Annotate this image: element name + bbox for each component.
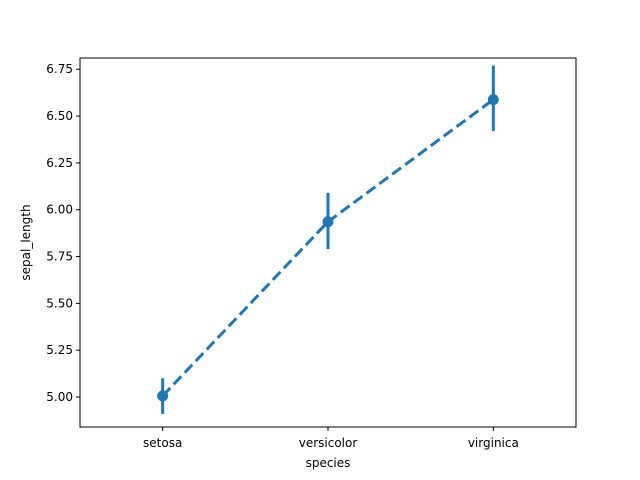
- x-ticks: setosa versicolor virginica: [143, 427, 519, 450]
- data-point: [322, 216, 334, 228]
- y-ticks: 5.00 5.25 5.50 5.75 6.00 6.25 6.50 6.75: [46, 62, 80, 404]
- y-tick-label: 6.00: [46, 203, 73, 217]
- plot-layer: [157, 65, 499, 414]
- y-tick-label: 6.25: [46, 156, 73, 170]
- data-point: [487, 94, 499, 106]
- y-tick-label: 6.75: [46, 62, 73, 76]
- x-tick-label: versicolor: [299, 436, 358, 450]
- x-tick-label: virginica: [468, 436, 519, 450]
- y-tick-label: 5.00: [46, 390, 73, 404]
- y-axis-label: sepal_length: [19, 204, 33, 280]
- y-tick-label: 5.75: [46, 250, 73, 264]
- x-axis-label: species: [306, 456, 351, 470]
- data-point: [157, 390, 169, 402]
- y-tick-label: 6.50: [46, 109, 73, 123]
- y-tick-label: 5.50: [46, 296, 73, 310]
- y-tick-label: 5.25: [46, 343, 73, 357]
- x-tick-label: setosa: [143, 436, 182, 450]
